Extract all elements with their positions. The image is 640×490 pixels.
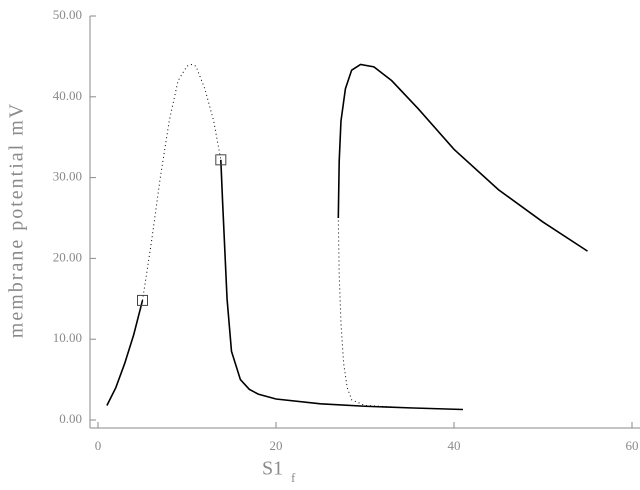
x-axis-label: S1: [262, 458, 283, 480]
y-axis-label: membrane potential mV: [6, 102, 28, 338]
stable-branch: [106, 300, 144, 406]
y-tick-label: 10.00: [53, 330, 82, 345]
unstable-branch: [337, 217, 463, 410]
x-axis-label-subscript: f: [291, 470, 296, 485]
unstable-branch: [142, 63, 222, 301]
stable-branch: [220, 159, 463, 411]
x-tick-label: 20: [270, 438, 283, 453]
x-tick-label: 60: [626, 438, 639, 453]
special-point: [137, 294, 148, 306]
y-tick-label: 20.00: [53, 249, 82, 264]
x-tick-label: 40: [448, 438, 461, 453]
x-tick-label: 0: [95, 438, 102, 453]
stable-branch: [337, 63, 588, 252]
y-tick-label: 30.00: [53, 169, 82, 184]
special-point: [215, 154, 227, 166]
y-tick-label: 50.00: [53, 7, 82, 22]
y-tick-label: 40.00: [53, 88, 82, 103]
y-tick-label: 0.00: [59, 411, 82, 426]
